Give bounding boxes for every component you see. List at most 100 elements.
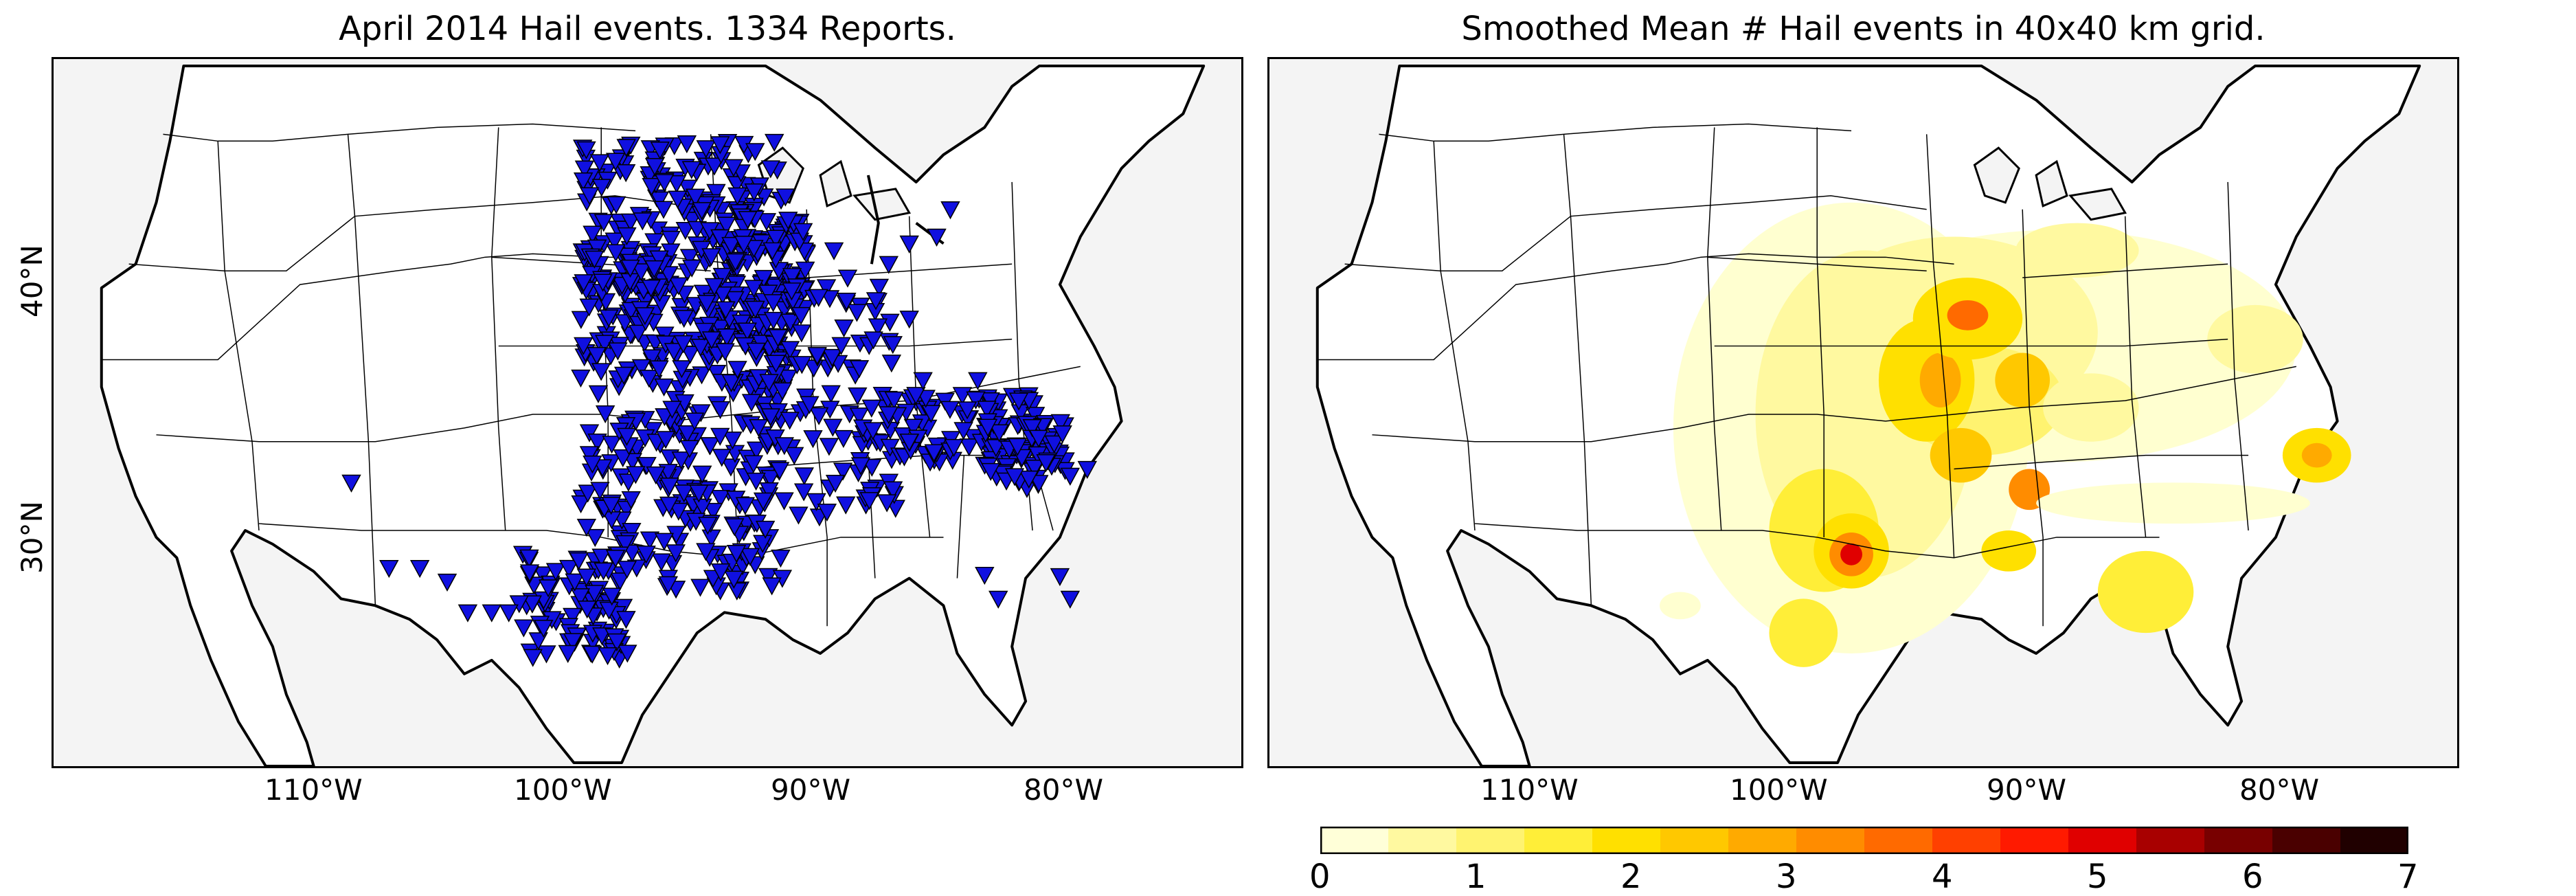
hail-report-marker (606, 196, 626, 214)
hail-report-marker (866, 292, 886, 311)
hail-report-marker (780, 412, 800, 430)
hail-report-marker (789, 506, 809, 525)
hail-report-marker (629, 324, 648, 343)
hail-report-marker (649, 250, 669, 269)
hail-report-marker (879, 256, 899, 274)
hail-report-marker (571, 369, 591, 388)
hail-report-marker (744, 183, 764, 202)
colorbar-segment (2204, 827, 2273, 854)
hail-report-marker (622, 522, 642, 541)
hail-report-marker (649, 360, 669, 379)
colorbar-segment (1796, 827, 1865, 854)
hail-report-marker (765, 133, 784, 153)
hail-report-marker (721, 374, 741, 392)
hail-report-marker (1008, 392, 1029, 411)
colorbar-segment (1932, 827, 2001, 854)
hail-report-marker (690, 579, 710, 597)
hail-report-marker (809, 407, 829, 425)
hail-report-marker (794, 467, 815, 486)
lon-label-100w: 100°W (1730, 773, 1828, 807)
hail-report-marker (753, 535, 773, 553)
hail-report-marker (583, 455, 602, 474)
hail-report-marker (1050, 414, 1071, 432)
hail-report-marker (659, 266, 679, 284)
hail-report-marker (576, 518, 597, 537)
hail-report-marker (760, 469, 780, 489)
hail-report-marker (780, 341, 800, 359)
hail-report-marker (762, 577, 782, 596)
hail-report-marker (792, 356, 812, 374)
hail-report-marker (689, 484, 709, 503)
hail-report-marker (758, 284, 778, 303)
hail-report-marker (593, 273, 613, 292)
hail-report-marker (601, 497, 621, 515)
hail-report-marker (849, 360, 870, 379)
hail-report-marker (668, 277, 689, 295)
hail-report-marker (616, 611, 636, 629)
hail-report-marker (528, 632, 548, 651)
hail-report-marker (635, 307, 655, 326)
hail-report-marker (977, 401, 997, 419)
hail-report-marker (588, 385, 609, 403)
hail-report-marker (605, 153, 626, 171)
hail-report-marker (636, 546, 656, 564)
hail-report-marker (744, 240, 764, 258)
hail-report-marker (576, 568, 597, 587)
hail-report-marker (721, 458, 741, 477)
hail-report-marker (574, 160, 595, 179)
hail-report-marker (959, 438, 979, 457)
hail-report-marker (988, 590, 1008, 609)
hail-report-marker (848, 387, 868, 406)
hail-report-marker (745, 143, 765, 161)
hail-report-marker (583, 225, 602, 244)
hail-report-marker (703, 502, 723, 522)
hail-report-marker (710, 427, 730, 446)
hail-report-marker (599, 601, 619, 620)
hail-report-marker (673, 335, 693, 354)
hail-report-marker (847, 304, 867, 322)
hail-report-marker (664, 343, 684, 361)
colorbar-tick: 3 (1776, 858, 1797, 896)
hail-report-marker (791, 306, 811, 326)
hail-report-marker (772, 382, 793, 401)
hail-report-marker (766, 355, 786, 373)
hail-report-marker (817, 503, 837, 522)
hail-report-marker (816, 279, 837, 298)
hail-report-marker (778, 369, 798, 388)
hail-report-marker (697, 295, 716, 313)
hail-report-marker (758, 568, 778, 586)
hail-density-contours (1660, 202, 2351, 667)
hail-report-marker (591, 363, 611, 381)
hail-report-marker (631, 263, 651, 282)
hail-report-marker (784, 447, 804, 465)
hail-report-marker (644, 233, 664, 251)
hail-report-marker (723, 159, 744, 177)
hail-report-marker (823, 418, 843, 437)
hail-report-marker (579, 424, 600, 443)
hail-report-marker (850, 457, 871, 475)
hail-report-marker (884, 391, 904, 410)
hail-report-marker (820, 290, 840, 309)
hail-report-marker (1008, 438, 1028, 456)
hail-report-marker (680, 346, 700, 364)
hail-report-marker (726, 545, 747, 563)
hail-report-marker (692, 202, 712, 221)
hail-report-marker (716, 328, 737, 347)
hail-report-marker (981, 462, 1001, 482)
colorbar-segment (1456, 827, 1525, 854)
hail-report-marker (677, 135, 697, 154)
hail-report-marker (571, 311, 591, 329)
hail-report-marker (659, 496, 679, 515)
hail-report-marker (587, 434, 607, 452)
hail-report-marker (341, 474, 361, 493)
right-panel-title: Smoothed Mean # Hail events in 40x40 km … (1461, 10, 2266, 48)
hail-report-marker (879, 406, 899, 425)
hail-report-marker (725, 518, 745, 537)
hail-report-marker (712, 449, 732, 467)
hail-report-marker (806, 493, 826, 511)
hail-report-marker (602, 587, 622, 606)
hail-report-marker (721, 236, 741, 256)
hail-report-marker (565, 573, 585, 592)
hail-report-marker (746, 441, 767, 460)
hail-report-marker (701, 248, 721, 267)
